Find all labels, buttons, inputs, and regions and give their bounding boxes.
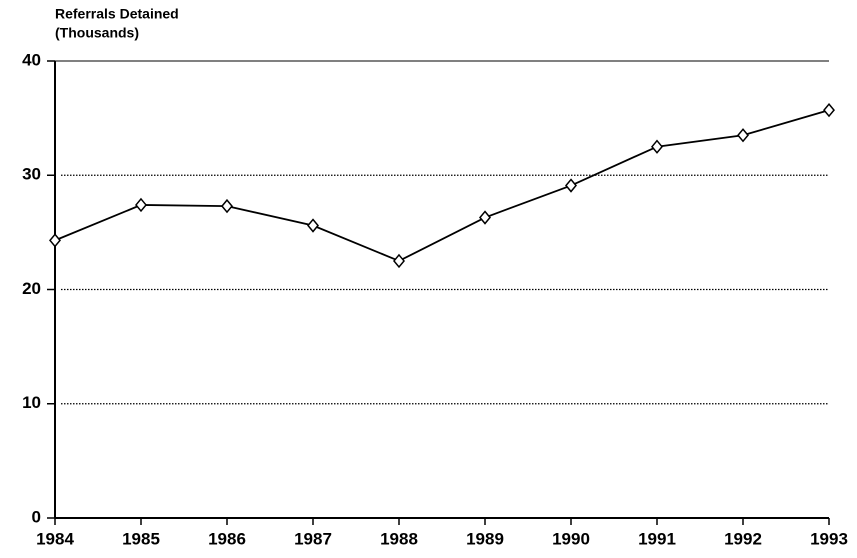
y-axis-label: Referrals Detained xyxy=(55,6,179,22)
y-tick-label: 10 xyxy=(22,393,41,412)
y-tick-label: 0 xyxy=(32,507,41,526)
x-tick-label: 1989 xyxy=(466,529,504,548)
y-axis-label: (Thousands) xyxy=(55,25,139,41)
data-point xyxy=(135,197,147,213)
x-tick-label: 1988 xyxy=(380,529,418,548)
y-tick-label: 30 xyxy=(22,165,41,184)
data-line xyxy=(54,109,830,262)
data-point xyxy=(307,218,319,233)
data-point xyxy=(737,128,749,143)
x-tick-label: 1986 xyxy=(208,529,246,548)
data-point xyxy=(479,210,491,225)
y-tick-label: 40 xyxy=(22,50,41,69)
data-point xyxy=(651,139,663,154)
x-tick-label: 1984 xyxy=(36,529,74,548)
data-point xyxy=(393,253,405,269)
x-tick-label: 1992 xyxy=(724,529,762,548)
x-tick-label: 1985 xyxy=(122,529,160,548)
y-tick-label: 20 xyxy=(22,279,41,298)
data-point xyxy=(565,178,577,193)
x-tick-label: 1993 xyxy=(810,529,848,548)
data-point xyxy=(221,198,233,214)
data-point xyxy=(823,102,835,118)
x-tick-label: 1990 xyxy=(552,529,590,548)
data-point xyxy=(49,233,61,248)
x-tick-label: 1987 xyxy=(294,529,332,548)
x-tick-label: 1991 xyxy=(638,529,676,548)
